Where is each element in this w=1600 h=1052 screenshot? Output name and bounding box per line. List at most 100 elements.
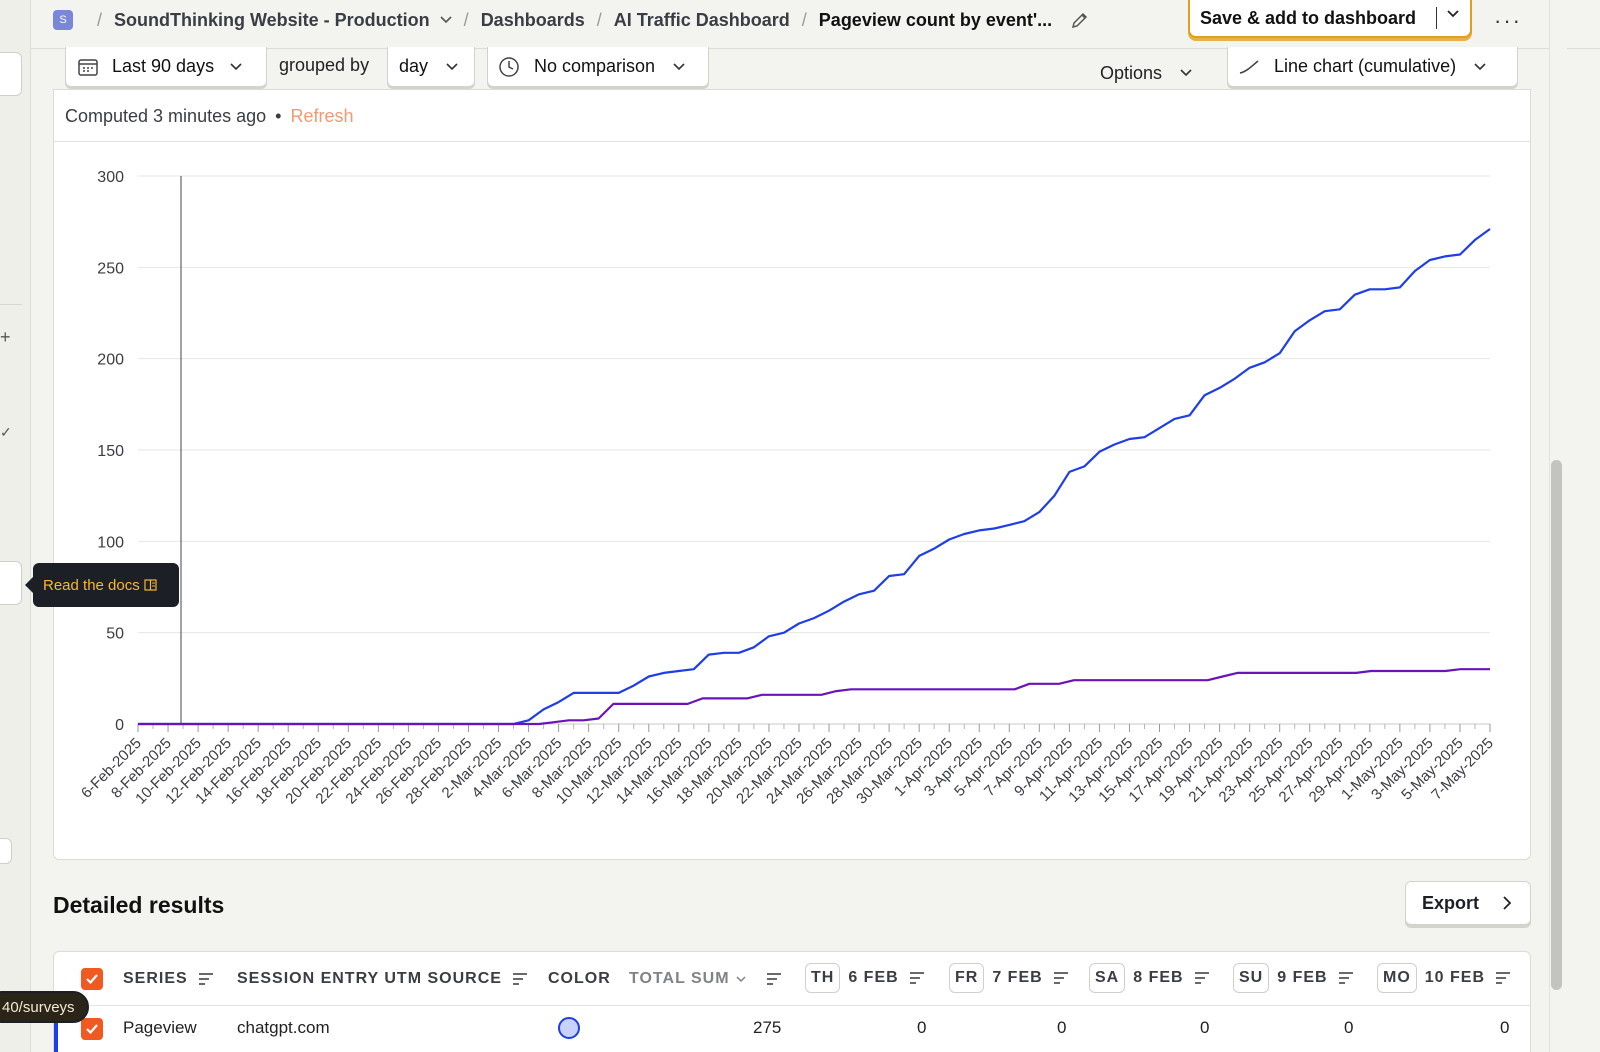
column-header-day-4[interactable]: SU 9 FEB <box>1233 963 1354 993</box>
day-date: 10 FEB <box>1424 969 1486 986</box>
breadcrumb-dashboard[interactable]: AI Traffic Dashboard <box>613 9 790 30</box>
row-checkbox[interactable] <box>81 1018 103 1040</box>
total-header-label: TOTAL SUM <box>629 970 730 987</box>
sort-icon[interactable] <box>198 973 214 985</box>
display-type-value: Line chart (cumulative) <box>1274 56 1457 76</box>
url-preview-pill: 40/surveys <box>0 991 89 1023</box>
sort-icon[interactable] <box>1194 972 1210 984</box>
color-header-label: COLOR <box>548 970 611 987</box>
row-total: 275 <box>753 1018 782 1037</box>
row-day-3: 0 <box>1200 1018 1210 1037</box>
chevron-down-icon <box>673 62 685 70</box>
y-tick-label: 100 <box>97 534 124 551</box>
day-of-week-pill: FR <box>949 963 985 993</box>
export-label: Export <box>1422 892 1480 913</box>
computed-text: Computed 3 minutes ago <box>65 106 267 126</box>
scrollbar-thumb[interactable] <box>1551 460 1562 990</box>
breadcrumb-separator: / <box>97 9 103 30</box>
detailed-results-title: Detailed results <box>53 892 225 918</box>
sort-icon[interactable] <box>766 973 782 985</box>
chevron-down-icon <box>1474 62 1486 70</box>
more-options-button[interactable]: ··· <box>1494 8 1522 33</box>
left-sidebar: + ✓ <box>0 0 31 1052</box>
check-icon[interactable]: ✓ <box>0 424 12 440</box>
column-header-day-1[interactable]: TH 6 FEB <box>805 963 925 993</box>
project-badge[interactable]: S <box>53 10 73 30</box>
book-icon <box>144 579 157 591</box>
breadcrumb-separator: / <box>463 9 469 30</box>
export-button[interactable]: Export <box>1405 881 1531 925</box>
sidebar-docs-box[interactable] <box>0 561 22 605</box>
sort-icon[interactable] <box>1338 972 1354 984</box>
series-header-label: SERIES <box>123 970 188 987</box>
insight-title[interactable]: Pageview count by event'... <box>818 9 1053 30</box>
sort-icon[interactable] <box>512 973 528 985</box>
day-date: 8 FEB <box>1133 969 1184 986</box>
refresh-link[interactable]: Refresh <box>290 106 354 126</box>
collapse-sidebar-button[interactable] <box>0 838 12 864</box>
row-day-1: 0 <box>917 1018 927 1037</box>
filter-row: Last 90 days grouped by day No compariso… <box>53 47 1531 90</box>
sort-icon[interactable] <box>1053 972 1069 984</box>
y-tick-label: 150 <box>97 443 124 460</box>
options-label: Options <box>1100 62 1163 83</box>
display-type-select[interactable]: Line chart (cumulative) <box>1227 47 1518 87</box>
day-date: 7 FEB <box>992 969 1043 986</box>
clock-icon <box>499 56 519 77</box>
y-tick-label: 50 <box>106 626 124 643</box>
column-header-day-2[interactable]: FR 7 FEB <box>949 963 1069 993</box>
sort-icon[interactable] <box>909 972 925 984</box>
save-button-divider <box>1436 7 1437 29</box>
y-tick-label: 200 <box>97 352 124 369</box>
row-series-name[interactable]: Pageview <box>123 1018 197 1037</box>
top-bar: S / SoundThinking Website - Production /… <box>31 0 1600 49</box>
day-date: 6 FEB <box>848 969 899 986</box>
y-tick-label: 300 <box>97 169 124 186</box>
chevron-down-icon <box>1180 69 1192 77</box>
chevron-down-icon <box>230 62 242 70</box>
series-color-swatch[interactable] <box>558 1017 580 1039</box>
y-tick-label: 250 <box>97 260 124 277</box>
chevron-down-icon[interactable] <box>440 16 452 24</box>
day-of-week-pill: SA <box>1089 963 1126 993</box>
breadcrumb-separator: / <box>596 9 602 30</box>
breadcrumb-dashboards[interactable]: Dashboards <box>480 9 585 30</box>
date-range-select[interactable]: Last 90 days <box>65 47 267 87</box>
read-docs-tooltip[interactable]: Read the docs <box>25 563 179 607</box>
series-line-1 <box>138 228 1491 726</box>
pencil-icon[interactable] <box>1070 10 1090 30</box>
results-table: SERIES SESSION ENTRY UTM SOURCE COLOR TO… <box>53 951 1531 1052</box>
day-of-week-pill: SU <box>1233 963 1270 993</box>
line-chart[interactable]: 0501001502002503006-Feb-20258-Feb-202510… <box>54 142 1530 860</box>
day-date: 9 FEB <box>1277 969 1328 986</box>
options-menu[interactable]: Options <box>1100 48 1192 84</box>
chevron-right-icon <box>1503 896 1512 910</box>
chevron-down-icon <box>446 62 458 70</box>
select-all-checkbox[interactable] <box>81 968 103 990</box>
column-header-day-3[interactable]: SA 8 FEB <box>1089 963 1210 993</box>
sidebar-divider <box>0 304 22 305</box>
chevron-down-icon[interactable] <box>1446 9 1460 19</box>
series-color-bar <box>54 1018 58 1052</box>
status-dot: • <box>275 106 282 126</box>
column-header-total[interactable]: TOTAL SUM <box>629 970 782 988</box>
column-header-source[interactable]: SESSION ENTRY UTM SOURCE <box>237 970 528 988</box>
breadcrumb-project[interactable]: SoundThinking Website - Production <box>114 9 430 30</box>
row-day-4: 0 <box>1344 1018 1354 1037</box>
plus-icon[interactable]: + <box>0 327 11 347</box>
series-line-2 <box>138 668 1490 726</box>
sidebar-search-box[interactable] <box>0 52 22 96</box>
comparison-select[interactable]: No comparison <box>487 47 709 87</box>
chevron-down-icon <box>736 975 746 982</box>
row-day-2: 0 <box>1057 1018 1067 1037</box>
breadcrumb-separator: / <box>801 9 807 30</box>
sort-icon[interactable] <box>1495 972 1511 984</box>
computed-status: Computed 3 minutes ago • Refresh <box>65 106 354 127</box>
comparison-value: No comparison <box>534 56 656 76</box>
save-button-label: Save & add to dashboard <box>1200 7 1417 28</box>
column-header-day-5[interactable]: MO 10 FEB <box>1377 963 1511 993</box>
interval-select[interactable]: day <box>387 47 475 87</box>
calendar-icon <box>78 58 98 76</box>
column-header-series[interactable]: SERIES <box>123 970 214 988</box>
save-add-to-dashboard-button[interactable]: Save & add to dashboard <box>1188 0 1472 38</box>
